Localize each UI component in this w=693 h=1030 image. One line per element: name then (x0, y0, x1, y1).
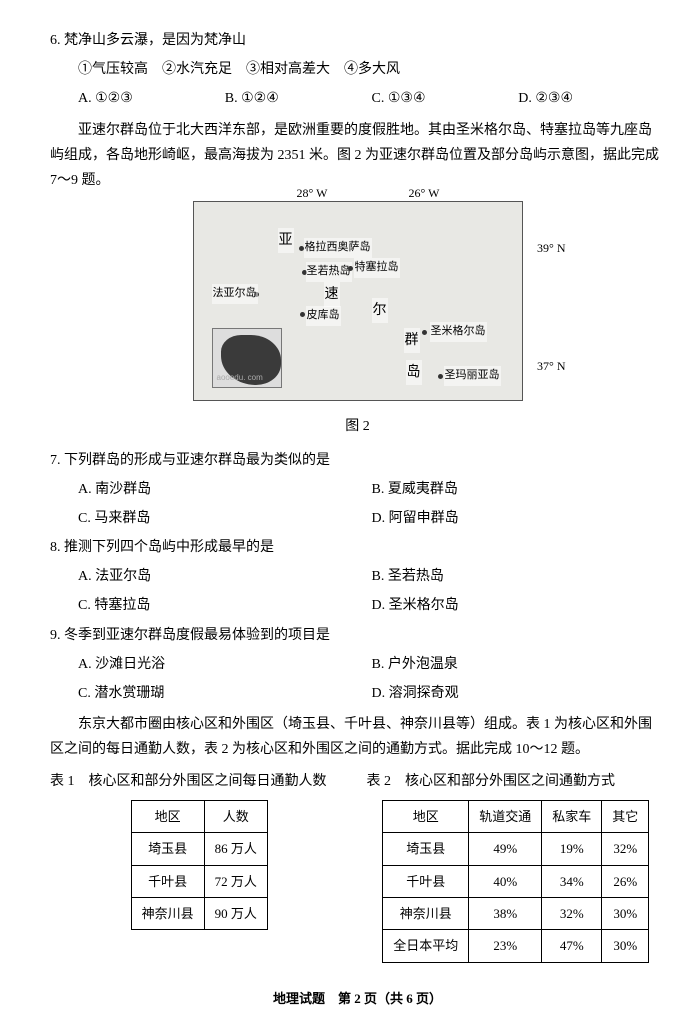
q6-opt-c: C. ①③④ (372, 86, 519, 111)
td: 32% (602, 833, 649, 865)
td: 23% (469, 930, 542, 962)
q6-options: A. ①②③ B. ①②④ C. ①③④ D. ②③④ (50, 86, 665, 111)
td: 38% (469, 897, 542, 929)
q9-opt-b: B. 户外泡温泉 (372, 652, 666, 677)
table-row: 千叶县 72 万人 (131, 865, 267, 897)
td: 47% (542, 930, 602, 962)
passage-azores: 亚速尔群岛位于北大西洋东部，是欧洲重要的度假胜地。其由圣米格尔岛、特塞拉岛等九座… (50, 118, 665, 194)
table-1-block: 表 1 核心区和部分外围区之间每日通勤人数 地区 人数 埼玉县 86 万人 千叶… (50, 769, 349, 963)
bigchar: 亚 (278, 228, 294, 253)
q9-opt-a: A. 沙滩日光浴 (78, 652, 372, 677)
q7-row2: C. 马来群岛 D. 阿留申群岛 (50, 506, 665, 531)
q6-items: ①气压较高 ②水汽充足 ③相对高差大 ④多大风 (50, 57, 665, 82)
q8-row2: C. 特塞拉岛 D. 圣米格尔岛 (50, 593, 665, 618)
q7-opt-d: D. 阿留申群岛 (372, 506, 666, 531)
table-row: 神奈川县 90 万人 (131, 897, 267, 929)
td: 30% (602, 930, 649, 962)
island-dot (422, 330, 427, 335)
table-row: 全日本平均 23% 47% 30% (383, 930, 649, 962)
island-dot (300, 312, 305, 317)
island-terceira: 特塞拉岛 (354, 258, 400, 278)
td: 34% (542, 865, 602, 897)
island-faial: 法亚尔岛 (212, 284, 258, 304)
table-2: 地区 轨道交通 私家车 其它 埼玉县 49% 19% 32% 千叶县 40% 3… (382, 800, 649, 963)
bigchar: 岛 (406, 360, 422, 385)
td: 埼玉县 (383, 833, 469, 865)
th: 私家车 (542, 800, 602, 832)
q8-opt-a: A. 法亚尔岛 (78, 564, 372, 589)
island-dot (438, 374, 443, 379)
watermark: aooedu. com (217, 371, 263, 385)
table-2-title: 表 2 核心区和部分外围区之间通勤方式 (367, 769, 666, 794)
island-graciosa: 格拉西奥萨岛 (304, 238, 372, 258)
island-santamaria: 圣玛丽亚岛 (444, 366, 501, 386)
td: 全日本平均 (383, 930, 469, 962)
table-row: 埼玉县 49% 19% 32% (383, 833, 649, 865)
island-saomiguel: 圣米格尔岛 (430, 322, 487, 342)
bigchar: 群 (404, 328, 420, 353)
table-row: 埼玉县 86 万人 (131, 833, 267, 865)
inset-map: aooedu. com (212, 328, 282, 388)
th: 轨道交通 (469, 800, 542, 832)
figure-2: 28° W 26° W 39° N 37° N 格拉西奥萨岛 圣若热岛 特塞拉岛… (50, 201, 665, 439)
q6-opt-d: D. ②③④ (518, 86, 665, 111)
table-1-title: 表 1 核心区和部分外围区之间每日通勤人数 (50, 769, 349, 794)
island-dot (348, 266, 353, 271)
table-2-block: 表 2 核心区和部分外围区之间通勤方式 地区 轨道交通 私家车 其它 埼玉县 4… (367, 769, 666, 963)
td: 26% (602, 865, 649, 897)
tables-row: 表 1 核心区和部分外围区之间每日通勤人数 地区 人数 埼玉县 86 万人 千叶… (50, 769, 665, 963)
td: 90 万人 (204, 897, 267, 929)
map-box: 39° N 37° N 格拉西奥萨岛 圣若热岛 特塞拉岛 法亚尔岛 皮库岛 圣米… (193, 201, 523, 401)
th: 人数 (204, 800, 267, 832)
th: 地区 (383, 800, 469, 832)
table-1: 地区 人数 埼玉县 86 万人 千叶县 72 万人 神奈川县 90 万人 (131, 800, 268, 931)
q7-opt-a: A. 南沙群岛 (78, 477, 372, 502)
q8-opt-b: B. 圣若热岛 (372, 564, 666, 589)
figure-2-caption: 图 2 (50, 414, 665, 439)
q7-stem: 7. 下列群岛的形成与亚速尔群岛最为类似的是 (50, 448, 665, 473)
table-row: 地区 轨道交通 私家车 其它 (383, 800, 649, 832)
q7-opt-b: B. 夏威夷群岛 (372, 477, 666, 502)
bigchar: 尔 (372, 298, 388, 323)
td: 32% (542, 897, 602, 929)
td: 神奈川县 (383, 897, 469, 929)
th: 其它 (602, 800, 649, 832)
td: 千叶县 (383, 865, 469, 897)
th: 地区 (131, 800, 204, 832)
page-footer: 地理试题 第 2 页（共 6 页） (50, 987, 665, 1010)
q6-opt-b: B. ①②④ (225, 86, 372, 111)
td: 30% (602, 897, 649, 929)
q9-row1: A. 沙滩日光浴 B. 户外泡温泉 (50, 652, 665, 677)
td: 40% (469, 865, 542, 897)
bigchar: 速 (324, 282, 340, 307)
lat-label-37n: 37° N (537, 356, 565, 378)
q7-row1: A. 南沙群岛 B. 夏威夷群岛 (50, 477, 665, 502)
lat-label-39n: 39° N (537, 238, 565, 260)
q8-stem: 8. 推测下列四个岛屿中形成最早的是 (50, 535, 665, 560)
td: 86 万人 (204, 833, 267, 865)
q9-opt-c: C. 潜水赏珊瑚 (78, 681, 372, 706)
island-saojorge: 圣若热岛 (306, 262, 352, 282)
q9-stem: 9. 冬季到亚速尔群岛度假最易体验到的项目是 (50, 623, 665, 648)
td: 千叶县 (131, 865, 204, 897)
q6-stem: 6. 梵净山多云瀑，是因为梵净山 (50, 28, 665, 53)
q9-row2: C. 潜水赏珊瑚 D. 溶洞探奇观 (50, 681, 665, 706)
td: 49% (469, 833, 542, 865)
td: 19% (542, 833, 602, 865)
table-row: 神奈川县 38% 32% 30% (383, 897, 649, 929)
td: 埼玉县 (131, 833, 204, 865)
table-row: 千叶县 40% 34% 26% (383, 865, 649, 897)
q6-opt-a: A. ①②③ (78, 86, 225, 111)
passage-tokyo: 东京大都市圈由核心区和外围区（埼玉县、千叶县、神奈川县等）组成。表 1 为核心区… (50, 712, 665, 762)
q7-opt-c: C. 马来群岛 (78, 506, 372, 531)
q8-opt-d: D. 圣米格尔岛 (372, 593, 666, 618)
q8-opt-c: C. 特塞拉岛 (78, 593, 372, 618)
q8-row1: A. 法亚尔岛 B. 圣若热岛 (50, 564, 665, 589)
td: 神奈川县 (131, 897, 204, 929)
island-pico: 皮库岛 (306, 306, 341, 326)
table-row: 地区 人数 (131, 800, 267, 832)
td: 72 万人 (204, 865, 267, 897)
q9-opt-d: D. 溶洞探奇观 (372, 681, 666, 706)
